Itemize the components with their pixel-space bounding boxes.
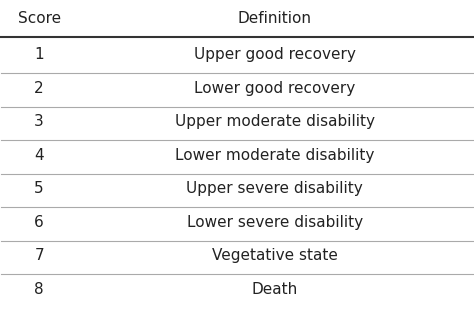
Text: Upper severe disability: Upper severe disability	[186, 181, 363, 196]
Text: 6: 6	[34, 215, 44, 230]
Text: 8: 8	[34, 282, 44, 297]
Text: Death: Death	[252, 282, 298, 297]
Text: Vegetative state: Vegetative state	[212, 248, 337, 264]
Text: 4: 4	[34, 148, 44, 163]
Text: 1: 1	[34, 48, 44, 63]
Text: Upper moderate disability: Upper moderate disability	[175, 115, 375, 129]
Text: 2: 2	[34, 81, 44, 96]
Text: 3: 3	[34, 115, 44, 129]
Text: Upper good recovery: Upper good recovery	[194, 48, 356, 63]
Text: Definition: Definition	[237, 11, 312, 26]
Text: 7: 7	[34, 248, 44, 264]
Text: Lower good recovery: Lower good recovery	[194, 81, 356, 96]
Text: Lower moderate disability: Lower moderate disability	[175, 148, 374, 163]
Text: Score: Score	[18, 11, 61, 26]
Text: 5: 5	[34, 181, 44, 196]
Text: Lower severe disability: Lower severe disability	[187, 215, 363, 230]
